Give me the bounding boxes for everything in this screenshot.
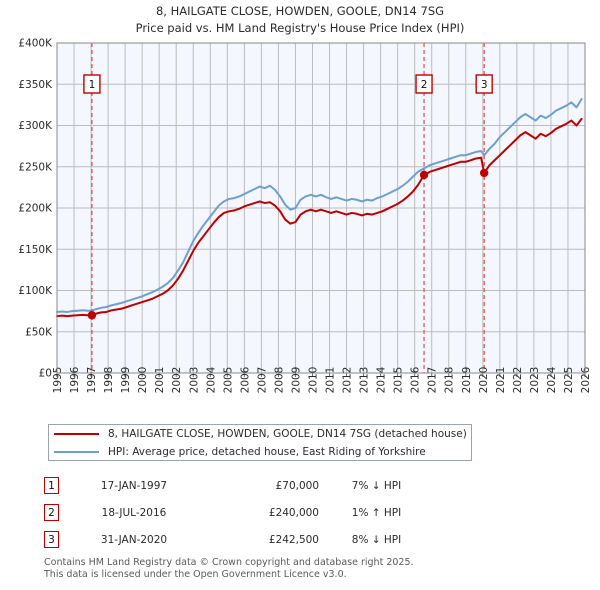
x-axis-tick-label: 2021: [495, 367, 507, 394]
y-axis-tick-label: £350K: [18, 79, 53, 91]
marker-badge-box-1: [83, 74, 101, 94]
marker-badge-box-3: [475, 74, 493, 94]
y-axis-tick-label: £300K: [18, 120, 53, 132]
y-axis-tick-label: £250K: [18, 161, 53, 173]
footer-attribution: Contains HM Land Registry data © Crown c…: [44, 557, 584, 580]
marker-badge-label-2: 2: [421, 79, 428, 91]
x-axis-tick-label: 2001: [154, 367, 166, 394]
x-axis-tick-label: 2012: [342, 367, 354, 394]
x-axis-tick-label: 2009: [290, 367, 302, 394]
plot-border: [56, 42, 586, 374]
x-axis-tick-label: 2008: [273, 367, 285, 394]
x-axis-tick-label: 1995: [52, 367, 64, 394]
x-axis-tick-label: 2017: [427, 367, 439, 394]
x-axis-tick-label: 2016: [410, 366, 422, 393]
chart-title-block: 8, HAILGATE CLOSE, HOWDEN, GOOLE, DN14 7…: [0, 3, 600, 37]
transaction-price: £242,500: [268, 533, 319, 546]
transaction-markers: 1 2 3: [83, 43, 493, 373]
legend-row-hpi: HPI: Average price, detached house, East…: [49, 443, 471, 461]
x-axis-tick-label: 1997: [86, 367, 98, 394]
x-axis-tick-label: 2026: [580, 366, 592, 393]
x-axis-tick-label: 2000: [137, 367, 149, 394]
x-axis-tick-label: 2023: [529, 367, 541, 394]
series-line-hpi: [56, 98, 583, 313]
x-axis-tick-label: 2014: [376, 366, 388, 393]
marker-badge-box-2: [415, 74, 433, 94]
transaction-hpi-delta: 7% ↓ HPI: [351, 479, 402, 492]
y-axis-tick-label: £400K: [18, 38, 53, 50]
legend-label-price-paid: 8, HAILGATE CLOSE, HOWDEN, GOOLE, DN14 7…: [108, 428, 467, 440]
transactions-table: 1 17-JAN-1997 £70,000 7% ↓ HPI 2 18-JUL-2016 £…: [44, 472, 474, 553]
table-row: 1 17-JAN-1997 £70,000 7% ↓ HPI: [44, 472, 474, 499]
x-axis-tick-label: 2022: [512, 367, 524, 394]
x-axis-tick-label: 2024: [546, 366, 558, 393]
x-axis-tick-label: 2004: [205, 366, 217, 393]
marker-badge-label-1: 1: [89, 79, 96, 91]
transaction-date: 31-JAN-2020: [100, 533, 168, 546]
x-axis-tick-label: 2018: [444, 367, 456, 394]
y-axis-tick-label: £100K: [18, 285, 53, 297]
series-line-price-paid: [56, 117, 583, 318]
x-axis-tick-label: 1998: [103, 367, 115, 394]
table-row: 3 31-JAN-2020 £242,500 8% ↓ HPI: [44, 526, 474, 553]
transaction-date: 17-JAN-1997: [100, 479, 168, 492]
footer-line-licence: This data is licensed under the Open Gov…: [44, 568, 347, 580]
y-axis-tick-label: £0: [39, 368, 52, 380]
transaction-date: 18-JUL-2016: [101, 506, 167, 519]
legend-label-hpi: HPI: Average price, detached house, East…: [108, 446, 426, 458]
x-axis-tick-label: 2003: [188, 367, 200, 394]
y-axis-ticks: £0 £50K £100K £150K £200K £250K £300K £350K £400…: [18, 38, 53, 380]
legend-swatch-price-paid: [54, 433, 99, 435]
y-axis-tick-label: £50K: [25, 326, 53, 338]
transaction-badge: 1: [44, 477, 59, 494]
x-axis-tick-label: 2025: [563, 367, 575, 394]
transaction-badge: 3: [44, 531, 59, 548]
marker-dot-2: [419, 170, 429, 180]
price-history-chart: 1 2 3 £0 £50K £100K £150K £200K £250K £300K £350K…: [18, 38, 592, 394]
page-subtitle: Price paid vs. HM Land Registry's House …: [135, 21, 465, 35]
x-axis-tick-label: 2020: [478, 367, 490, 394]
x-axis-tick-label: 2013: [359, 367, 371, 394]
x-axis-tick-label: 2015: [393, 367, 405, 394]
x-axis-tick-label: 2019: [461, 367, 473, 394]
x-axis-tick-label: 2010: [307, 367, 319, 394]
transaction-hpi-delta: 1% ↑ HPI: [351, 506, 402, 519]
transaction-badge: 2: [44, 504, 59, 521]
marker-dot-3: [479, 168, 489, 178]
y-axis-tick-label: £150K: [18, 244, 53, 256]
y-axis-tick-label: £200K: [18, 203, 53, 215]
x-axis-tick-label: 2006: [239, 366, 251, 393]
x-axis-tick-label: 1996: [69, 366, 81, 393]
x-axis-tick-label: 1999: [120, 367, 132, 394]
table-row: 2 18-JUL-2016 £240,000 1% ↑ HPI: [44, 499, 474, 526]
footer-line-copyright: Contains HM Land Registry data © Crown c…: [44, 557, 414, 568]
transaction-price: £240,000: [268, 506, 319, 519]
x-axis-tick-label: 2011: [325, 367, 337, 394]
chart-legend: 8, HAILGATE CLOSE, HOWDEN, GOOLE, DN14 7…: [48, 424, 472, 461]
marker-dot-1: [87, 311, 97, 320]
legend-row-price-paid: 8, HAILGATE CLOSE, HOWDEN, GOOLE, DN14 7…: [49, 425, 471, 443]
series-lines: [56, 98, 583, 318]
x-axis-tick-label: 2002: [171, 367, 183, 394]
marker-badge-label-3: 3: [481, 79, 488, 91]
page-title: 8, HAILGATE CLOSE, HOWDEN, GOOLE, DN14 7…: [155, 4, 445, 18]
transaction-hpi-delta: 8% ↓ HPI: [351, 533, 402, 546]
x-axis-tick-label: 2005: [222, 367, 234, 394]
x-axis-tick-label: 2007: [256, 367, 268, 394]
transaction-price: £70,000: [275, 479, 319, 492]
legend-swatch-hpi: [54, 451, 99, 453]
